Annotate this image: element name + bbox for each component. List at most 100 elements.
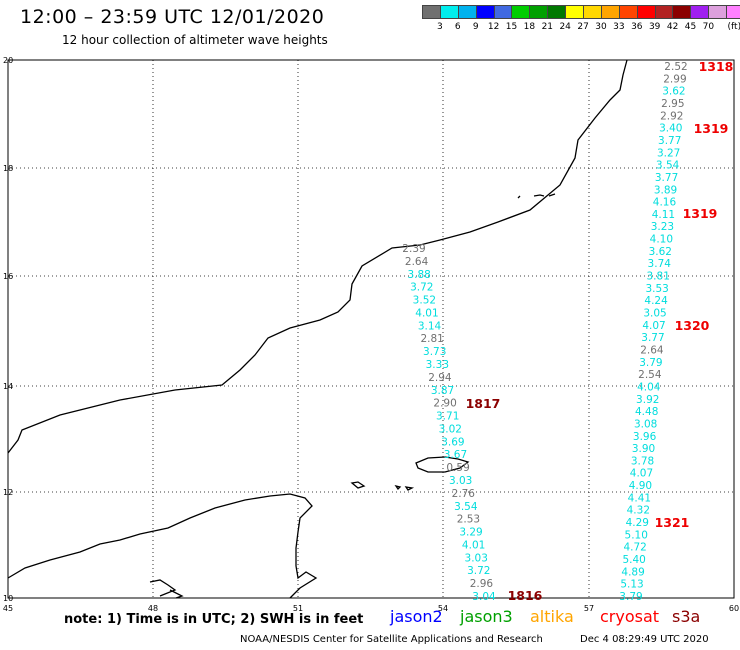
color-scale-label: 15: [505, 22, 518, 32]
longitude-label: 54: [438, 604, 448, 613]
wave-height-value: 4.90: [629, 480, 652, 492]
somali-coastline: [7, 493, 318, 599]
latitude-label: 20: [3, 56, 13, 65]
wave-height-value: 3.74: [648, 258, 672, 270]
wave-height-value: 4.72: [623, 542, 646, 554]
wave-height-value: 3.79: [619, 591, 642, 603]
wave-height-value: 2.96: [470, 578, 494, 590]
wave-height-value: 2.39: [402, 243, 425, 255]
pass-time-label: 1321: [655, 515, 690, 530]
wave-height-value: 2.76: [452, 488, 476, 500]
wave-height-value: 3.78: [631, 455, 654, 467]
wave-height-value: 2.99: [663, 73, 686, 85]
wave-height-value: 3.72: [410, 282, 433, 294]
wave-height-value: 2.52: [664, 61, 687, 73]
timestamp: Dec 4 08:29:49 UTC 2020: [580, 634, 709, 645]
color-scale-label: 18: [523, 22, 536, 32]
wave-height-value: 4.10: [650, 234, 673, 246]
satellite-legend-item: jason3: [460, 607, 513, 626]
wave-height-value: 2.90: [433, 398, 456, 410]
somali-inlet: [149, 579, 184, 599]
wave-height-value: 5.13: [620, 579, 643, 591]
wave-height-value: 3.62: [662, 86, 685, 98]
small-island-3: [404, 486, 415, 491]
pass-time-label: 1320: [675, 318, 710, 333]
page-title: 12:00 – 23:59 UTC 12/01/2020: [20, 6, 325, 28]
wave-height-value: 3.03: [465, 552, 488, 564]
wave-height-value: 3.14: [418, 320, 442, 332]
wave-height-value: 3.40: [659, 123, 682, 135]
latitude-label: 10: [3, 594, 13, 603]
wave-height-value: 4.41: [628, 492, 651, 504]
wave-height-value: 4.89: [621, 566, 644, 578]
wave-height-value: 3.92: [636, 394, 659, 406]
wave-height-value: 3.04: [472, 591, 496, 603]
wave-height-value: 3.05: [643, 308, 666, 320]
wave-height-value: 3.03: [449, 475, 472, 487]
wave-height-value: 3.73: [423, 346, 446, 358]
color-scale-bar: [422, 5, 740, 19]
wave-height-value: 3.79: [639, 357, 662, 369]
pass-time-label: 1319: [694, 121, 729, 136]
wave-height-value: 4.48: [635, 406, 658, 418]
wave-height-value: 4.07: [630, 468, 653, 480]
wave-height-value: 2.64: [640, 344, 664, 356]
wave-height-value: 3.81: [647, 271, 670, 283]
color-scale-label: 30: [595, 22, 607, 32]
map-frame: [7, 59, 735, 599]
wave-height-value: 3.62: [649, 246, 672, 258]
pass-time-labels: 1318 1319 1319 1320 1321 1817 1816: [466, 59, 734, 603]
satellite-legend-item: s3a: [672, 607, 701, 626]
color-scale-label: 6: [454, 22, 461, 32]
wave-height-value: 0.59: [446, 462, 469, 474]
wave-height-value: 4.24: [644, 295, 668, 307]
longitude-label: 57: [584, 604, 594, 613]
wave-height-value: 3.53: [645, 283, 668, 295]
arabian-coastline: [7, 59, 628, 454]
color-scale-label: 27: [577, 22, 589, 32]
color-scale-label: 45: [684, 22, 697, 32]
small-island-1: [350, 481, 366, 489]
wave-height-value: 3.71: [436, 411, 459, 423]
color-scale-label: 42: [666, 22, 679, 32]
wave-height-value: 2.64: [405, 256, 429, 268]
wave-height-value: 2.92: [660, 110, 683, 122]
color-scale-label: 24: [559, 22, 571, 32]
color-scale-label: 33: [613, 22, 625, 32]
coastline: [7, 59, 628, 599]
latitude-label: 12: [3, 488, 13, 497]
wave-height-value: 4.01: [415, 307, 438, 319]
satellite-legend-item: cryosat: [600, 607, 660, 626]
satellite-legend-item: jason2: [390, 607, 443, 626]
wave-height-value: 3.69: [441, 436, 464, 448]
wave-height-value: 2.95: [661, 98, 684, 110]
wave-height-value: 4.29: [626, 517, 649, 529]
wave-height-value: 3.33: [426, 359, 449, 371]
wave-height-value: 4.16: [653, 197, 677, 209]
wave-height-value: 3.29: [459, 527, 482, 539]
wave-height-value: 3.67: [444, 449, 467, 461]
color-scale-label: 12: [487, 22, 500, 32]
pass-time-label: 1319: [683, 206, 718, 221]
footnote: note: 1) Time is in UTC; 2) SWH is in fe…: [64, 612, 364, 627]
wave-height-value: 3.23: [651, 221, 674, 233]
page-subtitle: 12 hour collection of altimeter wave hei…: [62, 33, 328, 47]
longitude-label: 60: [729, 604, 739, 613]
wave-height-value: 4.04: [637, 381, 661, 393]
wave-height-value: 2.81: [420, 333, 443, 345]
longitude-label: 48: [148, 604, 158, 613]
longitude-label: 51: [293, 604, 303, 613]
pass-time-label: 1817: [466, 396, 501, 411]
color-swatch: [726, 5, 740, 19]
wave-height-value: 3.54: [454, 501, 478, 513]
wave-height-value: 5.40: [622, 554, 645, 566]
wave-height-value: 3.89: [654, 184, 677, 196]
latitude-label: 14: [3, 382, 13, 391]
wave-height-value: 3.52: [413, 295, 436, 307]
wave-height-value: 3.72: [467, 565, 490, 577]
wave-height-value: 2.53: [457, 514, 480, 526]
kuria-muria-islands: [517, 193, 556, 199]
wave-height-value: 3.77: [655, 172, 678, 184]
